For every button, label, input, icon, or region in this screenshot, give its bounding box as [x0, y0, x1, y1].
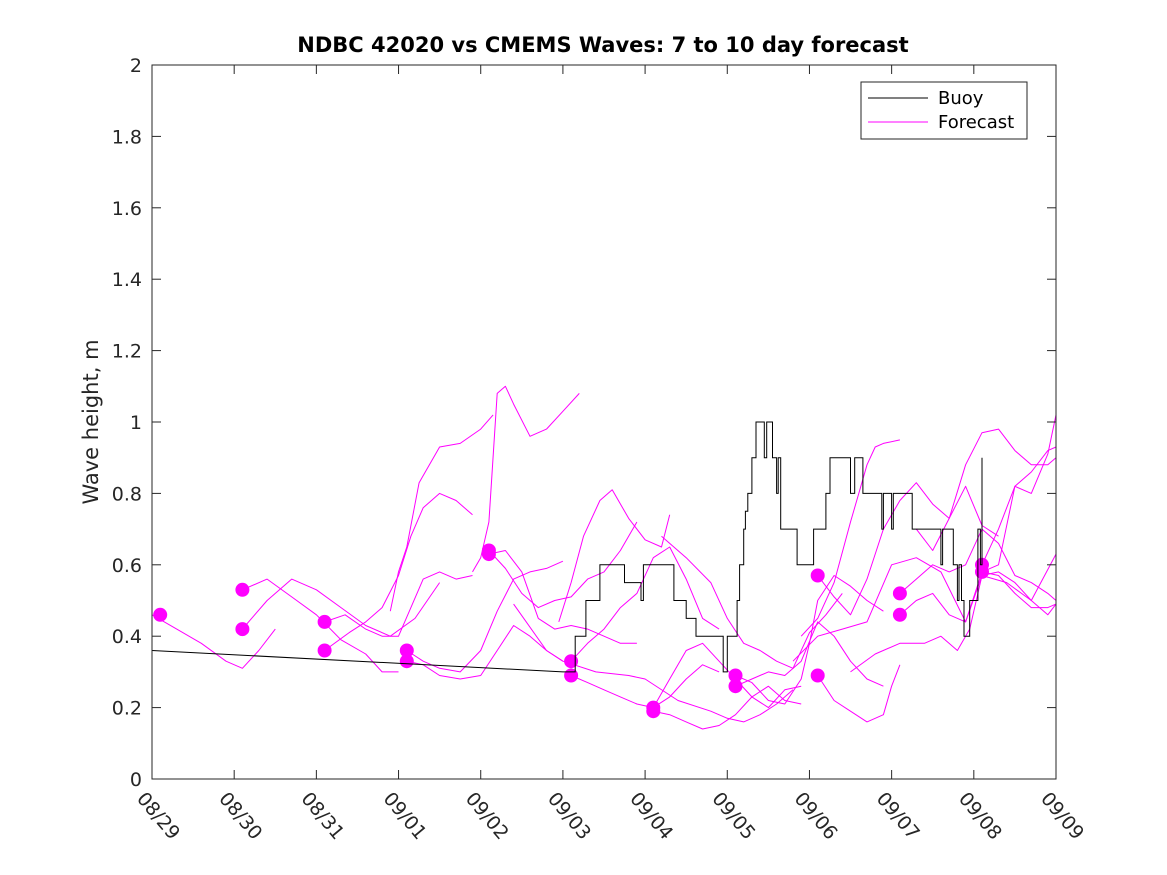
forecast-start-marker-30	[975, 564, 989, 579]
forecast-line-19	[735, 621, 884, 687]
legend-buoy-label: Buoy	[938, 88, 984, 109]
y-tick-label: 1.2	[112, 341, 142, 363]
forecast-line-2	[242, 578, 441, 637]
forecast-start-marker-2	[235, 622, 250, 637]
forecast-line-23	[800, 439, 901, 637]
forecast-line-13	[570, 664, 720, 709]
x-tick-label: 09/09	[1036, 788, 1088, 844]
forecast-line-30	[981, 446, 1057, 573]
forecast-start-marker-5	[317, 643, 332, 658]
forecast-start-marker-4	[317, 614, 332, 629]
y-tick-label: 1.4	[112, 269, 142, 291]
forecast-line-24	[792, 553, 1057, 662]
axes-frame	[151, 64, 1057, 780]
x-tick-label: 09/08	[954, 788, 1006, 844]
forecast-start-marker-19	[728, 679, 743, 694]
chart-title: NDBC 42020 vs CMEMS Waves: 7 to 10 day f…	[297, 33, 908, 57]
forecast-line-29	[981, 414, 1057, 566]
forecast-start-marker-26	[892, 607, 907, 622]
forecast-line-12	[570, 546, 720, 662]
forecast-line-14	[558, 489, 671, 623]
forecast-line-8	[389, 414, 494, 612]
axis-ticks: 0 0.2 0.4 0.6 0.8 1 1.2 1.4 1.6 1.8 2 08/29 08/30 08/…	[112, 55, 1088, 844]
forecast-line-16	[653, 685, 802, 730]
x-tick-label: 08/29	[132, 788, 184, 844]
y-axis-label: Wave height, m	[79, 339, 103, 504]
legend: Buoy Forecast	[860, 81, 1028, 140]
forecast-line-22	[817, 664, 901, 723]
y-tick-label: 1.8	[112, 126, 142, 148]
forecast-start-marker-21	[810, 568, 825, 583]
x-tick-label: 09/05	[707, 788, 759, 844]
forecast-start-marker-7	[399, 654, 414, 669]
forecast-line-7	[406, 625, 564, 680]
forecast-start-marker-16	[646, 704, 661, 719]
legend-box	[860, 81, 1028, 140]
forecast-line-6	[406, 560, 564, 673]
forecast-start-marker-12	[564, 654, 579, 669]
forecast-line-18	[735, 575, 884, 705]
y-tick-label: 0	[130, 769, 142, 791]
x-tick-label: 09/03	[543, 788, 595, 844]
buoy-line	[151, 421, 983, 673]
forecast-line-11	[472, 385, 580, 573]
forecast-start-marker-10	[481, 547, 496, 562]
y-tick-label: 0.8	[112, 483, 142, 505]
forecast-line-10	[488, 550, 637, 644]
forecast-line-1	[151, 614, 276, 669]
y-tick-label: 1.6	[112, 198, 142, 220]
forecast-start-marker-25	[892, 586, 907, 601]
y-tick-label: 2	[130, 55, 142, 77]
forecast-line-9	[488, 521, 638, 609]
x-tick-label: 09/01	[379, 788, 431, 844]
x-tick-label: 09/04	[625, 788, 677, 844]
series-group	[151, 385, 1057, 730]
legend-forecast-label: Forecast	[938, 112, 1014, 133]
forecast-line-27	[850, 571, 1057, 673]
forecast-line-20	[661, 535, 843, 669]
forecast-line-21	[817, 482, 999, 616]
forecast-line-4	[324, 571, 473, 637]
forecast-start-marker-3	[235, 582, 250, 597]
x-tick-label: 09/06	[790, 788, 842, 844]
y-tick-label: 0.2	[112, 698, 142, 720]
x-tick-label: 08/30	[214, 788, 266, 844]
forecast-line-17	[513, 603, 794, 723]
x-tick-label: 08/31	[297, 788, 349, 844]
y-tick-label: 1	[130, 412, 142, 434]
forecast-start-marker-1	[153, 607, 168, 622]
forecast-start-marker-22	[810, 668, 825, 683]
x-tick-label: 09/07	[872, 788, 924, 844]
forecast-line-5	[324, 492, 473, 651]
x-tick-label: 09/02	[461, 788, 513, 844]
y-tick-label: 0.6	[112, 555, 142, 577]
y-tick-label: 0.4	[112, 626, 142, 648]
